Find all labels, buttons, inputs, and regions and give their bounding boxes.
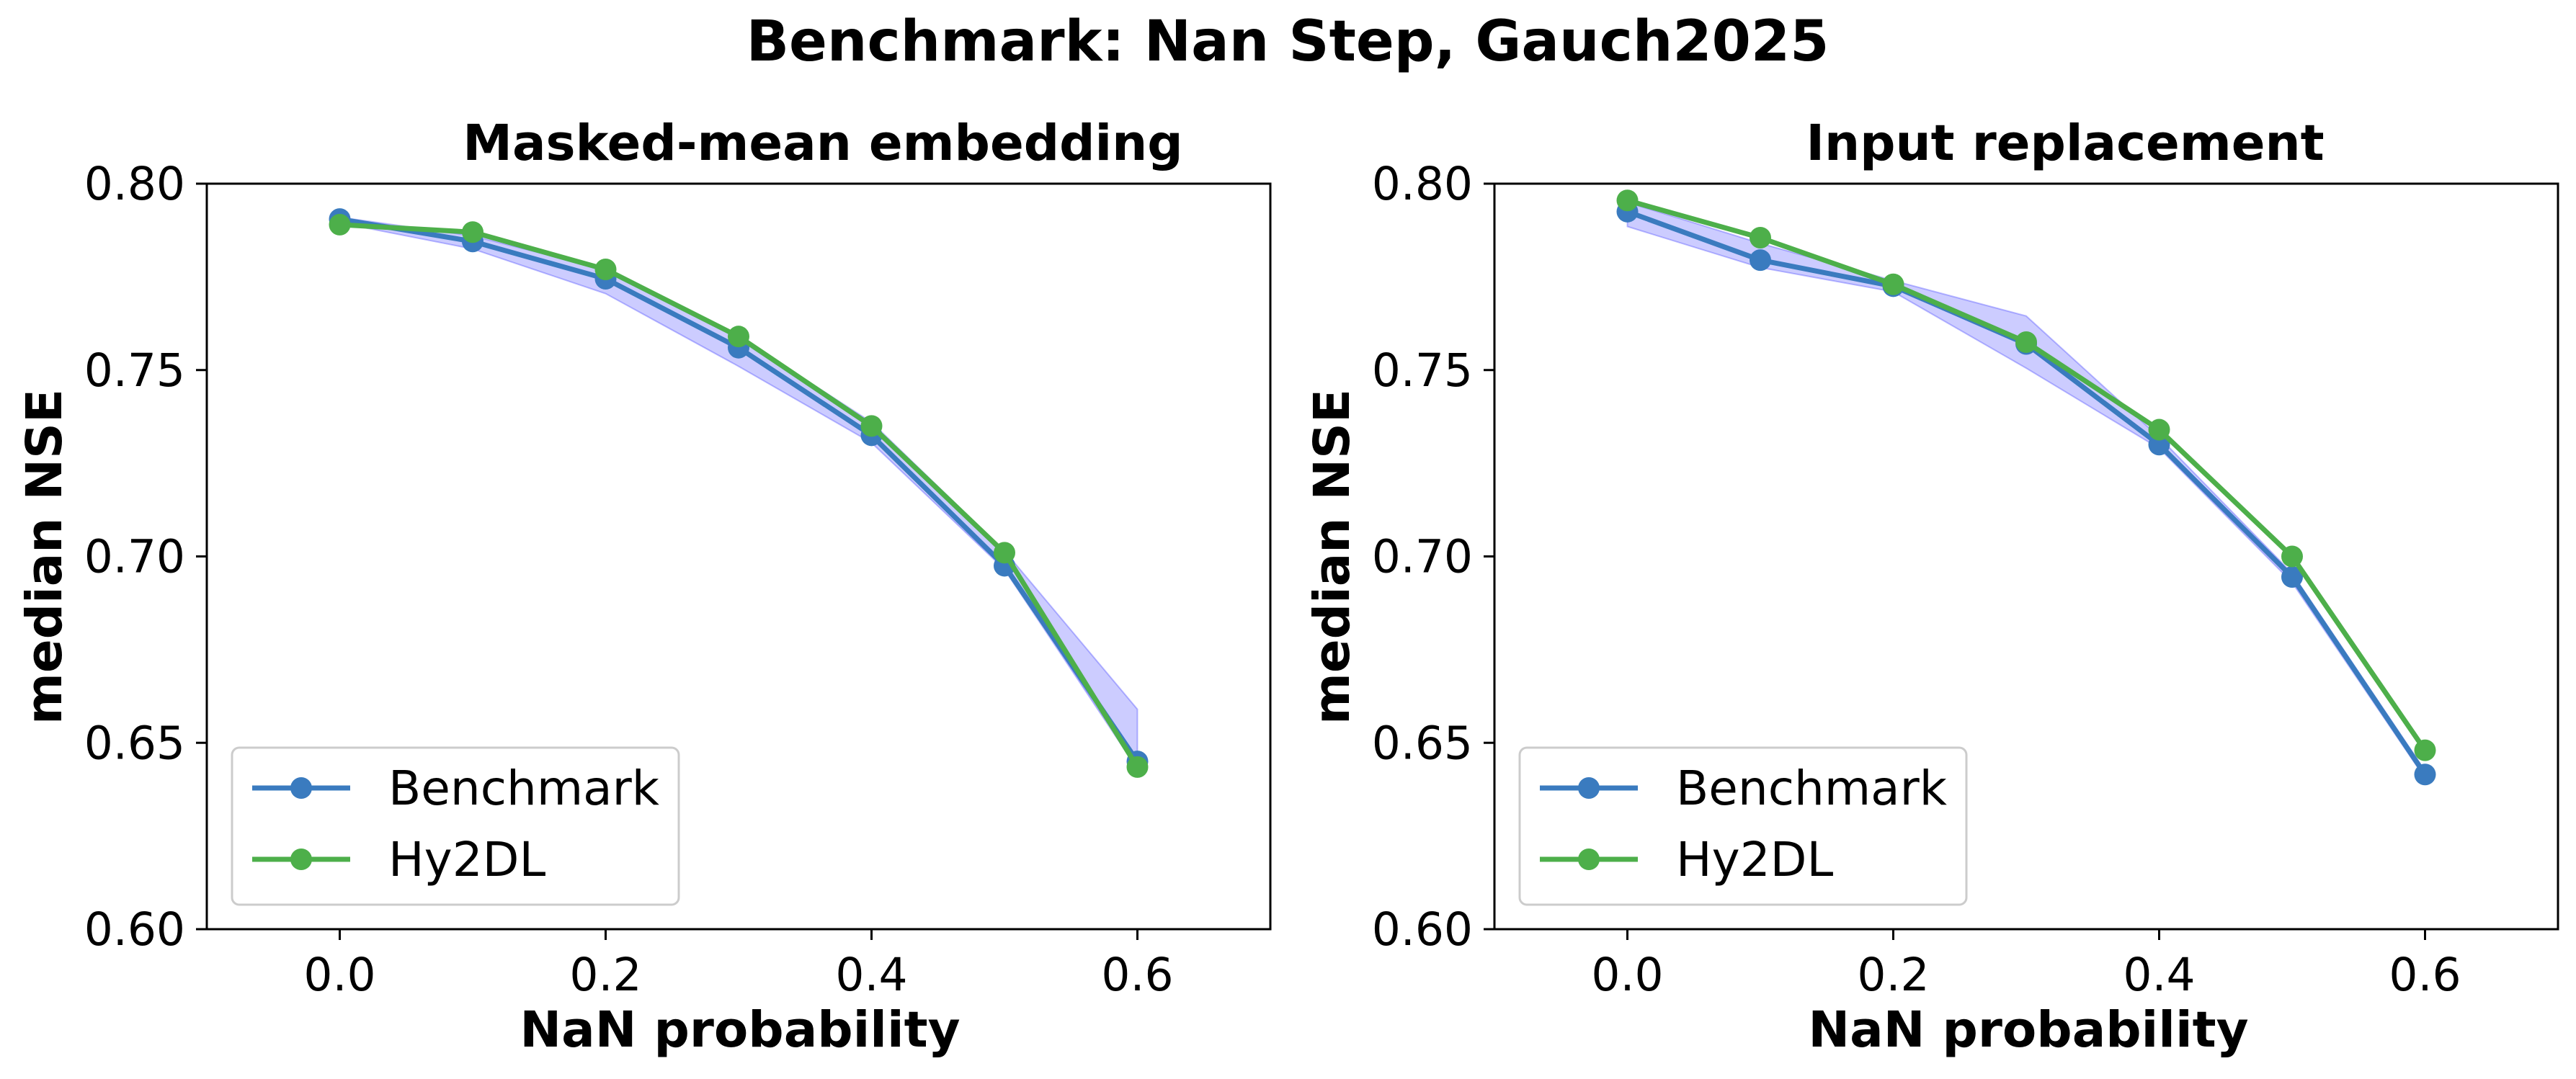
figure-title: Benchmark: Nan Step, Gauch2025 (746, 9, 1830, 74)
legend: Benchmark Hy2DL (1518, 746, 1968, 906)
plot-area: 0.0 0.2 0.4 0.6 0.60 0.65 0.70 0.75 0.80 (1372, 158, 2559, 1001)
y-tick-label: 0.75 (1372, 344, 1473, 397)
legend-label-benchmark: Benchmark (388, 761, 660, 816)
data-point-hy2dl (2414, 739, 2436, 761)
data-point-hy2dl (1126, 756, 1149, 778)
x-tick-label: 0.2 (569, 949, 641, 1001)
data-point-benchmark (2281, 565, 2303, 588)
x-axis-label: NaN probability (520, 1001, 960, 1059)
legend-marker-benchmark (1578, 777, 1600, 799)
data-point-benchmark (2414, 764, 2436, 786)
y-axis-label: median NSE (1303, 389, 1361, 725)
data-point-hy2dl (329, 213, 351, 236)
y-tick-label: 0.80 (1372, 158, 1473, 210)
data-point-hy2dl (2281, 545, 2303, 568)
data-point-hy2dl (2015, 331, 2037, 353)
series-line-hy2dl (1625, 197, 2428, 753)
x-tick-label: 0.6 (1101, 949, 1173, 1001)
y-tick-label: 0.70 (1372, 531, 1473, 583)
x-tick-label: 0.2 (1857, 949, 1929, 1001)
plot-area: 0.0 0.2 0.4 0.6 0.60 0.65 0.70 0.75 0.80 (84, 158, 1272, 1001)
legend: Benchmark Hy2DL (231, 746, 680, 906)
spread-band (1626, 201, 2426, 781)
x-tick-label: 0.6 (2389, 949, 2461, 1001)
x-tick-label: 0.0 (1591, 949, 1663, 1001)
data-point-hy2dl (2148, 418, 2170, 441)
data-point-hy2dl (594, 259, 617, 281)
data-point-benchmark (1750, 249, 1771, 272)
spread-band (339, 216, 1138, 771)
y-tick-label: 0.70 (84, 531, 185, 583)
y-tick-label: 0.80 (84, 158, 185, 210)
series-line-hy2dl (337, 222, 1140, 770)
series-line-benchmark (1625, 209, 2428, 777)
y-tick-label: 0.60 (84, 903, 185, 956)
y-axis-label: median NSE (16, 389, 73, 725)
y-tick-label: 0.65 (84, 717, 185, 769)
data-point-hy2dl (860, 415, 883, 437)
data-point-hy2dl (1750, 227, 1771, 249)
data-point-hy2dl (1616, 189, 1639, 212)
series-line-benchmark (337, 216, 1140, 764)
x-axis-label: NaN probability (1808, 1001, 2248, 1059)
y-tick-label: 0.75 (84, 344, 185, 397)
data-point-hy2dl (728, 326, 749, 348)
y-tick-label: 0.65 (1372, 717, 1473, 769)
legend-label-hy2dl: Hy2DL (1676, 832, 1834, 887)
data-point-hy2dl (1882, 273, 1904, 295)
legend-marker-hy2dl (1578, 849, 1600, 870)
data-point-hy2dl (462, 221, 483, 243)
x-tick-label: 0.0 (303, 949, 375, 1001)
data-point-benchmark (2148, 434, 2170, 456)
x-tick-label: 0.4 (835, 949, 907, 1001)
legend-marker-benchmark (290, 777, 312, 799)
legend-label-benchmark: Benchmark (1676, 761, 1948, 816)
x-tick-label: 0.4 (2123, 949, 2195, 1001)
panel-title: Input replacement (1806, 115, 2324, 172)
panel-title: Masked-mean embedding (463, 115, 1182, 172)
data-point-hy2dl (994, 542, 1015, 564)
y-tick-label: 0.60 (1372, 903, 1473, 956)
panel-input-replacement: Input replacement NaN probability median… (1303, 115, 2559, 1059)
legend-label-hy2dl: Hy2DL (388, 832, 546, 887)
legend-marker-hy2dl (290, 849, 312, 870)
panel-masked-mean-embedding: Masked-mean embedding NaN probability me… (16, 115, 1272, 1059)
